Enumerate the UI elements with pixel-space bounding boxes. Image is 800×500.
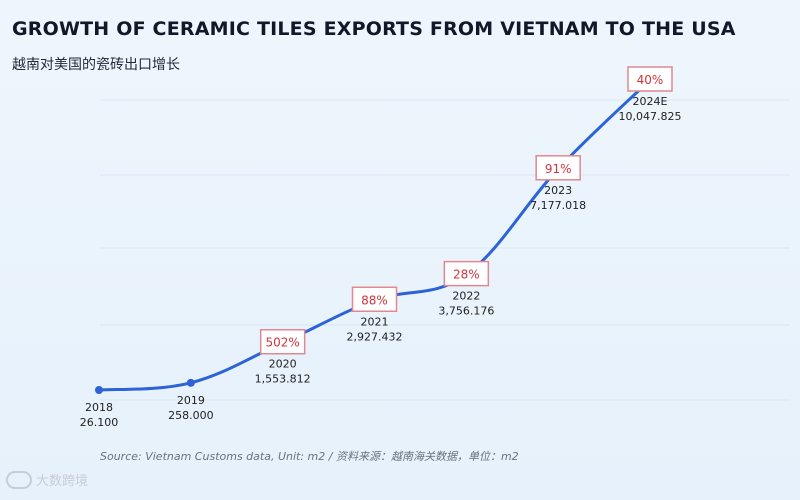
value-label: 1,553.812 [255,373,311,386]
growth-label: 502% [266,336,300,350]
value-label: 258.000 [168,409,214,422]
data-point [95,386,103,394]
category-label: 2021 [361,315,389,328]
data-point [186,378,195,387]
series-line [97,78,652,392]
category-label: 2022 [452,290,480,303]
watermark-text: 大数跨境 [36,474,89,489]
value-label: 26.100 [80,416,119,429]
category-label: 2018 [85,401,113,414]
growth-badge [627,66,673,92]
source-note: Source: Vietnam Customs data, Unit: m2 /… [100,450,519,463]
logo-icon [6,470,32,489]
category-label: 2019 [177,394,205,407]
growth-badge [259,328,306,355]
chart-subtitle: 越南对美国的瓷砖出口增长 [12,57,180,73]
growth-badge [535,155,581,181]
growth-label: 40% [637,73,664,87]
category-label: 2024E [633,95,668,108]
value-label: 7,177.018 [530,199,586,212]
growth-badge [443,260,490,287]
value-label: 10,047.825 [619,110,682,123]
chart-title: GROWTH OF CERAMIC TILES EXPORTS FROM VIE… [12,18,736,40]
gridlines [100,99,790,401]
category-label: 2020 [269,358,297,371]
growth-label: 91% [545,162,572,176]
category-label: 2023 [544,184,572,197]
growth-label: 88% [361,293,388,307]
growth-badge [351,286,398,313]
growth-label: 28% [453,268,480,282]
value-label: 3,756.176 [438,305,494,318]
watermark-logo: 大数跨境 [6,470,88,489]
value-label: 2,927.432 [347,330,403,343]
